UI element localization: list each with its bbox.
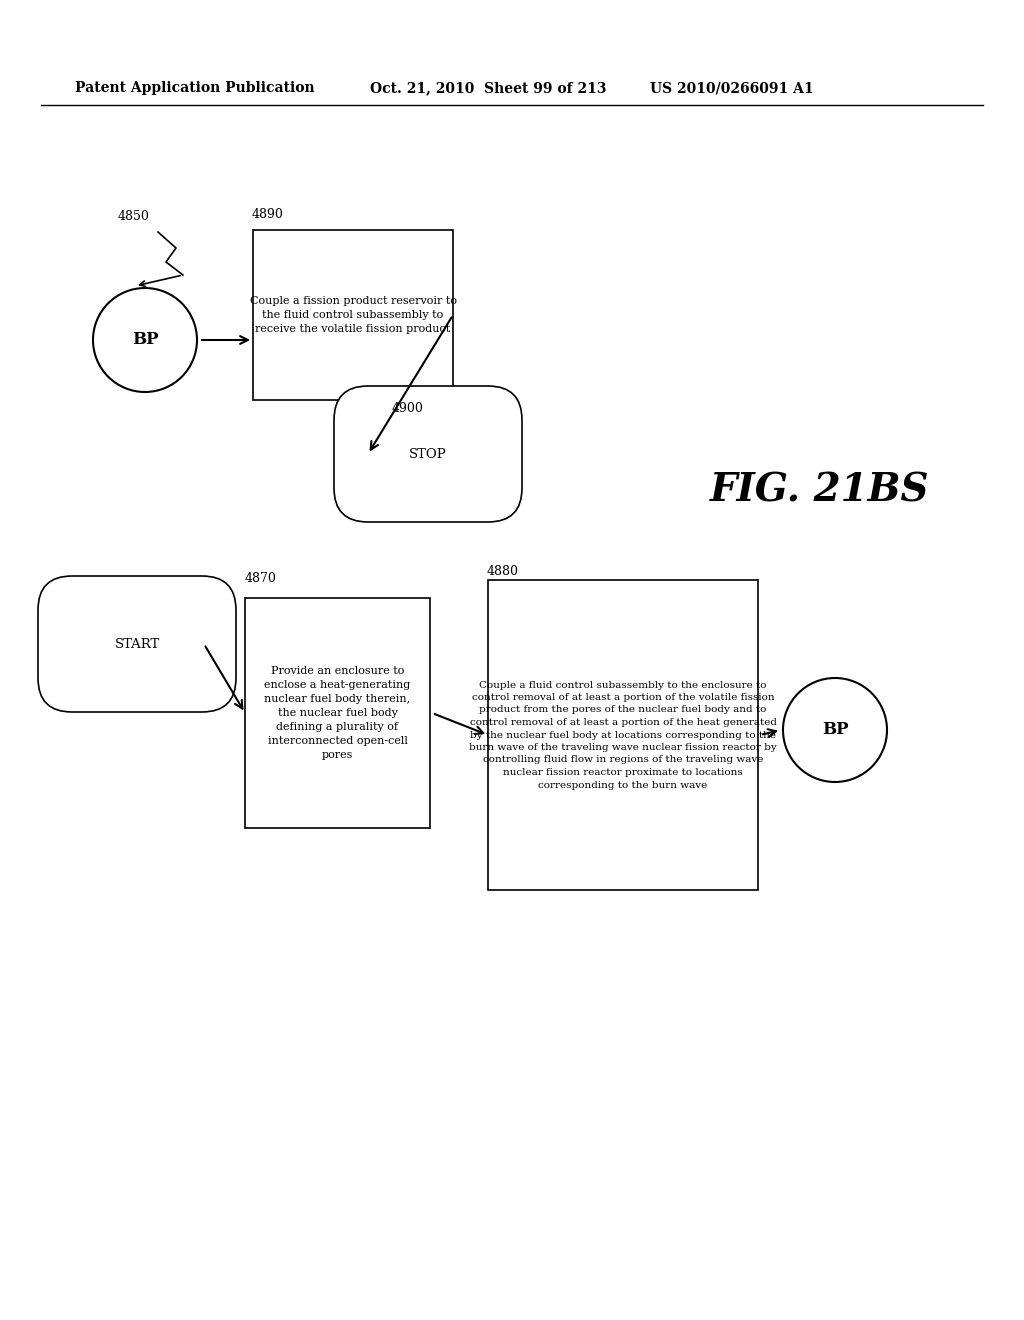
FancyBboxPatch shape [334, 385, 522, 521]
Text: 4860: 4860 [70, 579, 102, 593]
Text: Oct. 21, 2010  Sheet 99 of 213: Oct. 21, 2010 Sheet 99 of 213 [370, 81, 606, 95]
Bar [245, 598, 430, 828]
Text: BP: BP [132, 331, 159, 348]
Bar [488, 579, 758, 890]
Text: Patent Application Publication: Patent Application Publication [75, 81, 314, 95]
Text: Couple a fluid control subassembly to the enclosure to
control removal of at lea: Couple a fluid control subassembly to th… [469, 681, 777, 789]
Text: 4880: 4880 [487, 565, 519, 578]
Text: Provide an enclosure to
enclose a heat-generating
nuclear fuel body therein,
the: Provide an enclosure to enclose a heat-g… [264, 667, 411, 760]
Text: US 2010/0266091 A1: US 2010/0266091 A1 [650, 81, 814, 95]
FancyBboxPatch shape [38, 576, 236, 711]
Text: Couple a fission product reservoir to
the fluid control subassembly to
receive t: Couple a fission product reservoir to th… [250, 296, 457, 334]
Text: 4890: 4890 [252, 209, 284, 220]
Text: BP: BP [821, 722, 848, 738]
Bar [253, 230, 453, 400]
Text: STOP: STOP [410, 447, 446, 461]
Text: 4850: 4850 [118, 210, 150, 223]
Text: START: START [115, 638, 160, 651]
Text: FIG. 21BS: FIG. 21BS [711, 471, 930, 510]
Text: 4870: 4870 [245, 572, 276, 585]
Text: 4900: 4900 [392, 403, 424, 414]
